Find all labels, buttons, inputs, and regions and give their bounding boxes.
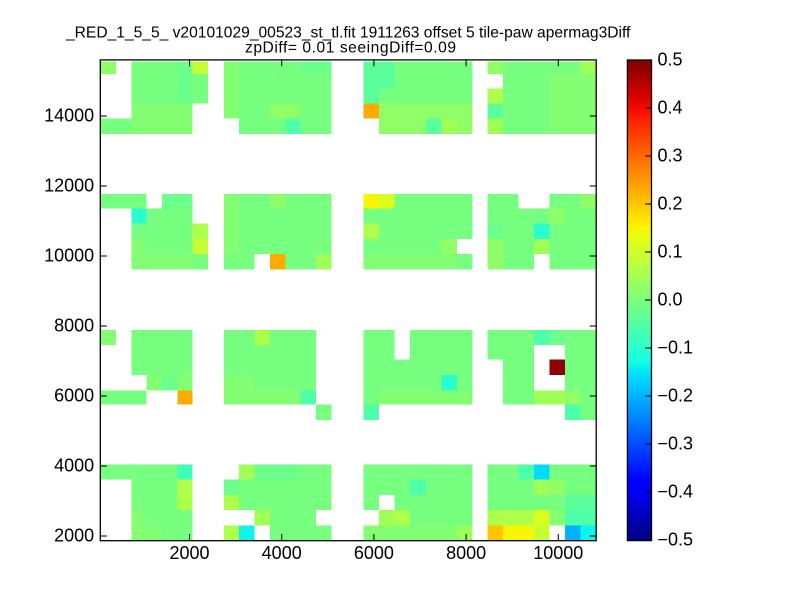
svg-text:zpDiff= 0.01 seeingDiff=0.09: zpDiff= 0.01 seeingDiff=0.09: [245, 40, 457, 57]
svg-text:10000: 10000: [533, 543, 583, 563]
svg-text:−0.5: −0.5: [658, 530, 694, 550]
svg-text:14000: 14000: [44, 106, 94, 126]
svg-text:10000: 10000: [44, 246, 94, 266]
svg-text:0.5: 0.5: [658, 50, 683, 70]
svg-text:0.1: 0.1: [658, 242, 683, 262]
svg-text:−0.4: −0.4: [658, 482, 694, 502]
svg-text:6000: 6000: [54, 386, 94, 406]
svg-text:2000: 2000: [169, 543, 209, 563]
svg-text:−0.3: −0.3: [658, 434, 694, 454]
svg-text:−0.1: −0.1: [658, 338, 694, 358]
svg-text:8000: 8000: [446, 543, 486, 563]
svg-text:6000: 6000: [354, 543, 394, 563]
svg-text:2000: 2000: [54, 526, 94, 546]
svg-text:0.4: 0.4: [658, 98, 683, 118]
svg-text:0.0: 0.0: [658, 290, 683, 310]
svg-text:4000: 4000: [262, 543, 302, 563]
svg-text:4000: 4000: [54, 456, 94, 476]
svg-text:−0.2: −0.2: [658, 386, 694, 406]
svg-text:0.2: 0.2: [658, 194, 683, 214]
svg-text:8000: 8000: [54, 316, 94, 336]
svg-text:0.3: 0.3: [658, 146, 683, 166]
svg-text:12000: 12000: [44, 176, 94, 196]
svg-text:_RED_1_5_5_ v20101029_00523_st: _RED_1_5_5_ v20101029_00523_st_tl.fit 19…: [65, 25, 631, 42]
